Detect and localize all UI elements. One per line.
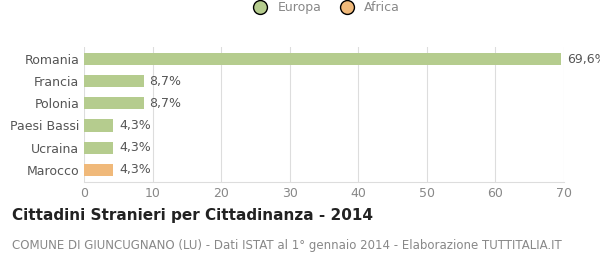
Legend: Europa, Africa: Europa, Africa	[243, 0, 405, 19]
Text: 4,3%: 4,3%	[119, 119, 151, 132]
Text: 8,7%: 8,7%	[149, 97, 181, 110]
Bar	[84, 119, 113, 132]
Text: 4,3%: 4,3%	[119, 141, 151, 154]
Bar	[84, 141, 113, 154]
Text: 8,7%: 8,7%	[149, 75, 181, 88]
Text: Cittadini Stranieri per Cittadinanza - 2014: Cittadini Stranieri per Cittadinanza - 2…	[12, 208, 373, 223]
Bar	[84, 53, 561, 65]
Bar	[84, 97, 143, 109]
Text: 4,3%: 4,3%	[119, 163, 151, 176]
Bar	[84, 164, 113, 176]
Text: 69,6%: 69,6%	[567, 53, 600, 66]
Bar	[84, 75, 143, 87]
Text: COMUNE DI GIUNCUGNANO (LU) - Dati ISTAT al 1° gennaio 2014 - Elaborazione TUTTIT: COMUNE DI GIUNCUGNANO (LU) - Dati ISTAT …	[12, 239, 562, 252]
